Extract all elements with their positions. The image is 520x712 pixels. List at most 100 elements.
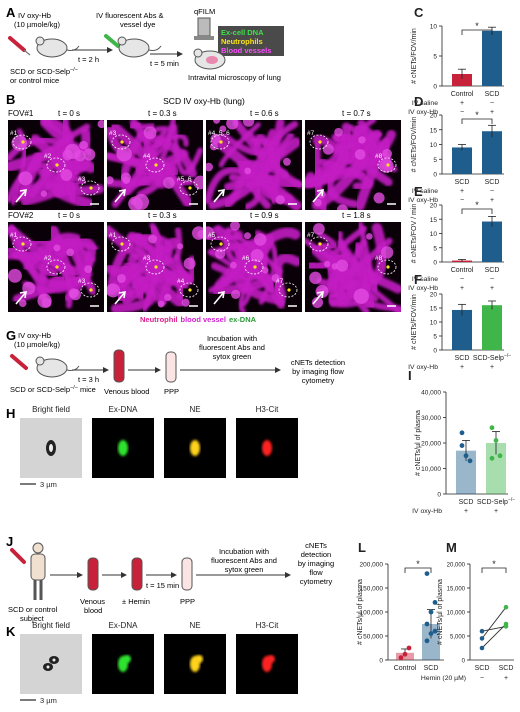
cnet-circle: [309, 134, 329, 150]
y-tick-label: 10: [430, 142, 438, 149]
data-point: [479, 645, 485, 651]
vessel-blob: [40, 190, 47, 197]
data-point: [432, 600, 438, 605]
x-category-label: SCD: [475, 665, 490, 672]
panel-d: D # cNETs/FOV/min 0 5 10 15 20 SCD SCD IV saline +…: [408, 94, 504, 204]
bar: [452, 74, 472, 86]
cnet-tag: #7: [307, 232, 315, 239]
mouse-icon: [35, 356, 80, 378]
x-category-label: SCD: [499, 665, 514, 672]
vessel-blob: [219, 125, 227, 133]
data-point: [459, 443, 465, 448]
condition-value: +: [490, 364, 494, 371]
j-t: t = 15 min: [146, 581, 179, 590]
y-tick-label: 20,000: [421, 441, 441, 448]
arrow-icon: [114, 291, 126, 305]
condition-value: +: [460, 188, 464, 195]
vessel-blob: [261, 266, 269, 274]
condition-value: −: [460, 109, 464, 116]
cnet-circle: [111, 236, 131, 252]
panel-i: I # cNETs/µl of plasma 0 10,000 20,000 30,000…: [408, 368, 515, 515]
vessel-blob: [311, 296, 324, 308]
g-venous: Venous blood: [104, 387, 149, 396]
condition-value: −: [460, 276, 464, 283]
y-tick-label: 15: [430, 306, 438, 313]
panel-letter: D: [414, 94, 423, 109]
cell-image-label: Bright field: [32, 621, 70, 630]
g-detect: by imaging flow: [292, 367, 344, 376]
j-detect: detection: [301, 550, 331, 559]
vessel-blob: [107, 176, 114, 185]
arrow-icon: [312, 291, 324, 305]
x-category-label: Control: [451, 91, 474, 98]
g-detect: cNETs detection: [291, 358, 345, 367]
vessel-blob: [229, 261, 237, 269]
condition-value: +: [460, 100, 464, 107]
blood-vessel: [218, 122, 261, 168]
bar: [452, 147, 472, 174]
panel-h: H Bright field Ex-DNA NE H3-Cit 3 µm: [6, 405, 298, 489]
data-point: [479, 636, 485, 641]
arrow-icon: [213, 291, 225, 305]
g-dose: (10 µmole/kg): [14, 340, 61, 349]
cnet-circle: [12, 134, 32, 150]
y-tick-label: 10: [430, 231, 438, 238]
g-mice: SCD or SCD-Selp−/− mice: [10, 385, 96, 394]
condition-value: +: [464, 508, 468, 515]
cell-image-label: H3-Cit: [256, 405, 279, 414]
vessel-network: #1 #3 #4: [107, 222, 203, 312]
blood-vessel: [228, 128, 277, 183]
cnet-tag: #4: [143, 153, 151, 160]
vessel-network: #5 #6 #7: [206, 222, 302, 312]
vessel-blob: [120, 172, 131, 183]
pair-line: [481, 625, 507, 632]
condition-value: −: [480, 675, 484, 682]
cnet-tag: #1: [10, 232, 18, 239]
data-point: [398, 655, 404, 660]
neutrophil: [154, 265, 158, 269]
g-detect: cytometry: [302, 376, 335, 385]
vessel-blob: [83, 148, 96, 161]
y-tick-label: 20,000: [447, 563, 466, 569]
panel-letter: B: [6, 92, 15, 107]
panel-letter: A: [6, 5, 16, 20]
y-tick-label: 5: [433, 54, 437, 61]
cnet-tag: #1: [10, 130, 18, 137]
cnet-tag: #2: [44, 255, 52, 262]
neutrophil: [154, 163, 158, 167]
vessel-blob: [79, 140, 88, 150]
a-step2-l2: vessel dye: [120, 20, 155, 29]
vessel-blob: [84, 265, 93, 274]
vessel-blob: [382, 148, 393, 159]
condition-value: +: [460, 285, 464, 292]
data-point: [424, 571, 430, 576]
cell-image-label: NE: [189, 621, 200, 630]
blood-vessel: [336, 230, 352, 264]
blood-vessel: [305, 122, 352, 189]
syringe-icon: [8, 36, 31, 56]
vessel-network: #4, 5, 6: [206, 120, 302, 210]
condition-value: +: [504, 675, 508, 682]
j-detect: by imaging: [298, 559, 334, 568]
vessel-network: #7 #8: [305, 222, 401, 312]
cell-signal: [195, 655, 203, 663]
significance-star: *: [475, 200, 479, 210]
vessel-blob: [214, 248, 226, 259]
vessel-blob: [162, 176, 175, 189]
vessel-blob: [60, 169, 73, 181]
x-category-label: SCD-Selp−/−: [477, 497, 515, 506]
pair-line: [481, 623, 507, 649]
vessel-blob: [181, 298, 190, 307]
cnet-tag: #2: [44, 153, 52, 160]
neutrophil: [219, 140, 223, 144]
condition-value: −: [490, 276, 494, 283]
neutrophil: [287, 288, 291, 292]
vessel-blob: [309, 271, 322, 285]
y-tick-label: 50,000: [363, 634, 383, 641]
a-intravital: Intravital microscopy of lung: [188, 73, 281, 82]
cell-image-label: NE: [189, 405, 200, 414]
j-detect: cNETs: [305, 541, 327, 550]
arrow-icon: [312, 189, 324, 203]
a-dose: (10 µmole/kg): [14, 20, 61, 29]
neutrophil: [318, 140, 322, 144]
